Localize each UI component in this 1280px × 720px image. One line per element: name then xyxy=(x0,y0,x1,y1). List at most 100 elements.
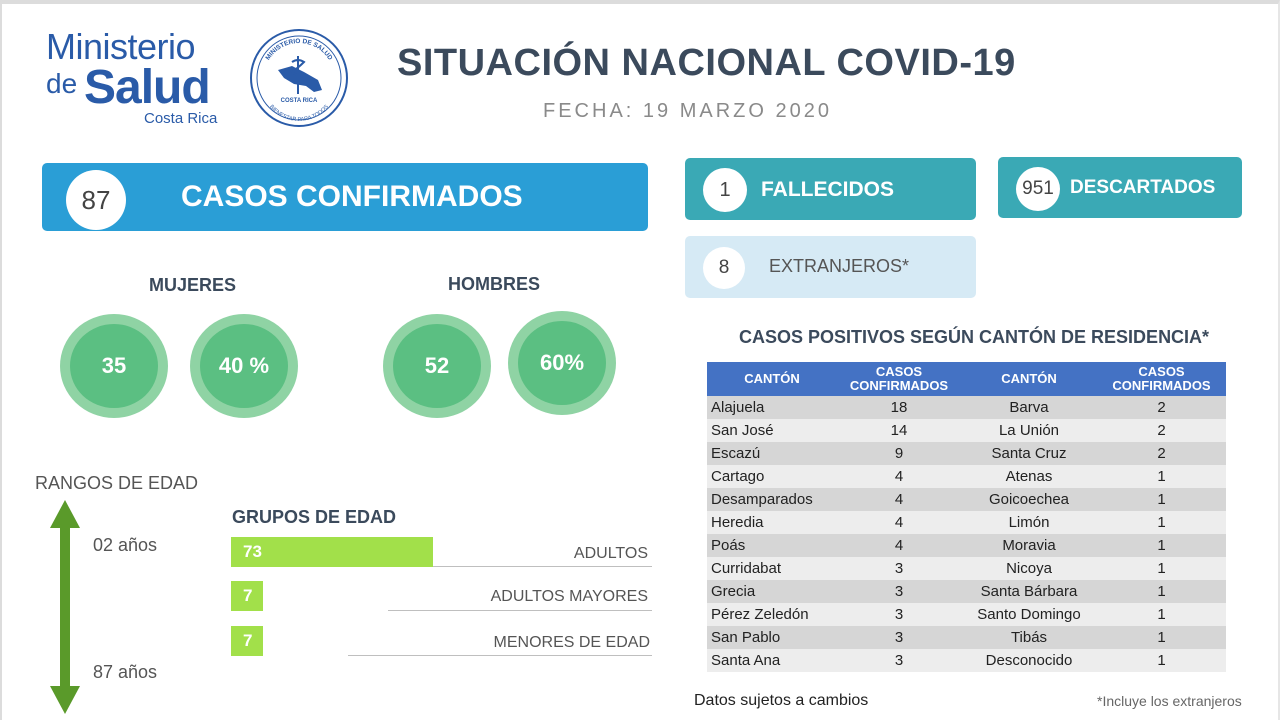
age-label-minors: MENORES DE EDAD xyxy=(493,634,650,651)
footnote: *Incluye los extranjeros xyxy=(1097,693,1242,709)
women-label: MUJERES xyxy=(149,275,237,295)
canton-cases: 4 xyxy=(837,511,961,534)
table-row: Heredia 4 Limón 1 xyxy=(707,511,1226,534)
age-ranges-label: RANGOS DE EDAD xyxy=(35,473,199,493)
canton-cases: 3 xyxy=(837,580,961,603)
canton-name: Limón xyxy=(961,511,1097,534)
age-bar-adults: 73 xyxy=(231,537,433,567)
ministry-seal-icon: MINISTERIO DE SALUD BIENESTAR PARA TODOS… xyxy=(250,29,348,127)
age-bar-seniors: 7 xyxy=(231,581,263,611)
age-bar-minors: 7 xyxy=(231,626,263,656)
canton-name: Tibás xyxy=(961,626,1097,649)
canton-cases: 4 xyxy=(837,488,961,511)
deaths-banner: 1 FALLECIDOS xyxy=(685,158,976,220)
men-count: 52 xyxy=(393,324,481,408)
canton-cases: 3 xyxy=(837,649,961,672)
canton-name: Curridabat xyxy=(707,557,837,580)
table-row: Grecia 3 Santa Bárbara 1 xyxy=(707,580,1226,603)
canton-cases: 1 xyxy=(1097,534,1226,557)
deaths-count: 1 xyxy=(703,168,747,212)
canton-name: Pérez Zeledón xyxy=(707,603,837,626)
age-groups-title: GRUPOS DE EDAD xyxy=(232,507,397,527)
canton-name: Alajuela xyxy=(707,396,837,419)
canton-cases: 3 xyxy=(837,557,961,580)
canton-cases: 1 xyxy=(1097,488,1226,511)
discarded-banner: 951 DESCARTADOS xyxy=(998,157,1242,218)
age-min: 02 años xyxy=(93,535,158,555)
canton-name: Nicoya xyxy=(961,557,1097,580)
canton-name: Poás xyxy=(707,534,837,557)
table-row: Poás 4 Moravia 1 xyxy=(707,534,1226,557)
foreigners-label: EXTRANJEROS* xyxy=(769,256,910,276)
canton-cases: 9 xyxy=(837,442,961,465)
canton-name: Cartago xyxy=(707,465,837,488)
canton-cases: 1 xyxy=(1097,511,1226,534)
header-canton: CANTÓN xyxy=(961,362,1097,396)
women-percent: 40 % xyxy=(200,324,288,408)
discarded-label: DESCARTADOS xyxy=(1070,177,1216,198)
canton-name: Barva xyxy=(961,396,1097,419)
table-row: Pérez Zeledón 3 Santo Domingo 1 xyxy=(707,603,1226,626)
canton-cases: 1 xyxy=(1097,603,1226,626)
canton-name: Desconocido xyxy=(961,649,1097,672)
ministry-logo: Ministerio de Salud Costa Rica xyxy=(46,26,246,131)
deaths-label: FALLECIDOS xyxy=(761,178,895,201)
canton-cases: 1 xyxy=(1097,557,1226,580)
canton-cases: 2 xyxy=(1097,419,1226,442)
women-count-circle: 35 xyxy=(60,314,168,418)
canton-cases: 4 xyxy=(837,534,961,557)
table-row: Escazú 9 Santa Cruz 2 xyxy=(707,442,1226,465)
canton-name: Santo Domingo xyxy=(961,603,1097,626)
canton-cases: 1 xyxy=(1097,649,1226,672)
canton-name: La Unión xyxy=(961,419,1097,442)
canton-name: Santa Bárbara xyxy=(961,580,1097,603)
canton-name: San Pablo xyxy=(707,626,837,649)
table-row: Curridabat 3 Nicoya 1 xyxy=(707,557,1226,580)
canton-name: Santa Cruz xyxy=(961,442,1097,465)
canton-cases: 1 xyxy=(1097,626,1226,649)
canton-cases: 14 xyxy=(837,419,961,442)
canton-name: Desamparados xyxy=(707,488,837,511)
table-row: San Pablo 3 Tibás 1 xyxy=(707,626,1226,649)
men-label: HOMBRES xyxy=(448,274,541,294)
canton-cases: 1 xyxy=(1097,580,1226,603)
logo-line-de: de xyxy=(46,68,78,99)
table-row: Santa Ana 3 Desconocido 1 xyxy=(707,649,1226,672)
table-row: Cartago 4 Atenas 1 xyxy=(707,465,1226,488)
foreigners-count: 8 xyxy=(703,247,745,289)
age-max: 87 años xyxy=(93,662,158,682)
canton-name: San José xyxy=(707,419,837,442)
header-canton: CANTÓN xyxy=(707,362,837,396)
men-count-circle: 52 xyxy=(383,314,491,418)
svg-text:COSTA RICA: COSTA RICA xyxy=(281,98,318,104)
logo-line-country: Costa Rica xyxy=(144,110,218,127)
women-count: 35 xyxy=(70,324,158,408)
foreigners-banner: 8 EXTRANJEROS* xyxy=(685,236,976,298)
age-range-arrow-icon xyxy=(50,500,80,714)
confirmed-label: CASOS CONFIRMADOS xyxy=(181,180,523,213)
canton-cases: 2 xyxy=(1097,442,1226,465)
canton-table-title: CASOS POSITIVOS SEGÚN CANTÓN DE RESIDENC… xyxy=(739,327,1210,347)
canton-name: Santa Ana xyxy=(707,649,837,672)
table-row: San José 14 La Unión 2 xyxy=(707,419,1226,442)
page-title: SITUACIÓN NACIONAL COVID-19 xyxy=(397,42,1016,84)
canton-cases: 2 xyxy=(1097,396,1226,419)
data-disclaimer: Datos sujetos a cambios xyxy=(694,692,869,709)
men-percent: 60% xyxy=(518,321,606,405)
header-cases: CASOS CONFIRMADOS xyxy=(837,362,961,396)
canton-name: Goicoechea xyxy=(961,488,1097,511)
table-row: Desamparados 4 Goicoechea 1 xyxy=(707,488,1226,511)
men-percent-circle: 60% xyxy=(508,311,616,415)
confirmed-count: 87 xyxy=(66,170,126,230)
canton-table: CANTÓN CASOS CONFIRMADOS CANTÓN CASOS CO… xyxy=(707,362,1226,672)
canton-name: Escazú xyxy=(707,442,837,465)
header-cases: CASOS CONFIRMADOS xyxy=(1097,362,1226,396)
canton-cases: 18 xyxy=(837,396,961,419)
canton-name: Moravia xyxy=(961,534,1097,557)
discarded-count: 951 xyxy=(1016,167,1060,211)
age-bar-line xyxy=(348,655,652,656)
confirmed-cases-banner: 87 CASOS CONFIRMADOS xyxy=(42,163,648,231)
age-bar-line xyxy=(388,610,652,611)
canton-cases: 3 xyxy=(837,626,961,649)
